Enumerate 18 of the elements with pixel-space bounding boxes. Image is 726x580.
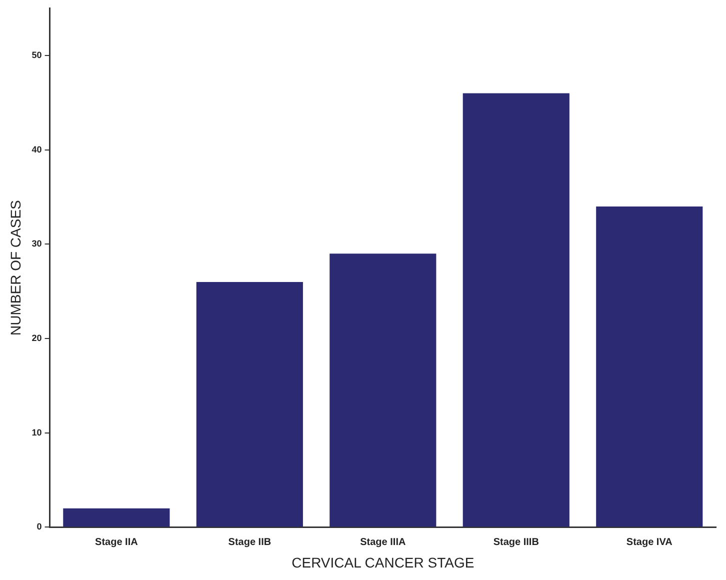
y-tick-label: 0	[36, 522, 42, 532]
y-tick-label: 50	[32, 50, 42, 60]
bar	[196, 282, 303, 527]
y-tick-label: 30	[32, 238, 42, 249]
y-tick-label: 40	[32, 144, 42, 154]
bar	[462, 93, 570, 527]
bar	[330, 254, 436, 527]
y-axis-title: NUMBER OF CASES	[7, 200, 24, 336]
x-axis-title: CERVICAL CANCER STAGE	[292, 554, 474, 570]
bar	[63, 508, 170, 527]
x-tick-label: Stage IIIA	[360, 536, 406, 548]
x-tick-label: Stage IVA	[626, 536, 672, 548]
x-tick-label: Stage IIIB	[493, 536, 539, 548]
y-tick-label: 20	[32, 333, 42, 344]
bar	[596, 206, 703, 527]
x-tick-label: Stage IIB	[228, 536, 272, 548]
y-tick-label: 10	[32, 427, 42, 438]
x-tick-label: Stage IIA	[95, 536, 138, 548]
